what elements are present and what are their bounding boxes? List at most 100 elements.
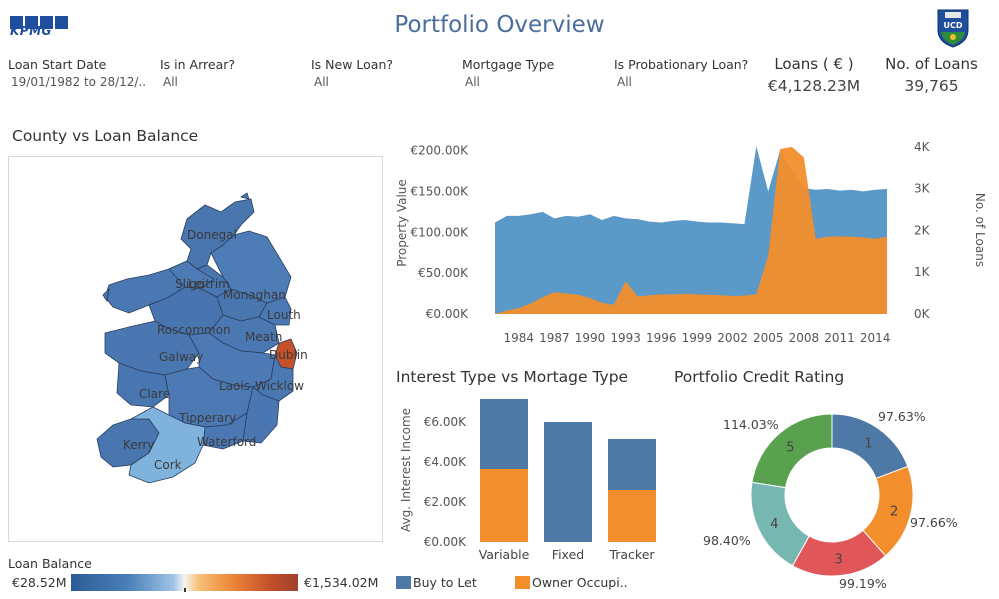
bar-x-axis: Variable Fixed Tracker [479,547,656,562]
filter-loan-start-date[interactable]: Loan Start Date 19/01/1982 to 28/12/.. [8,57,146,89]
filter-label: Loan Start Date [8,57,107,72]
filter-mortgage-type[interactable]: Mortgage Type All [462,57,554,89]
area-y-tick: €0.00K [426,307,469,321]
area-y-tick: €200.00K [411,144,470,158]
bar-variable-buy-to-let [480,399,528,469]
area-x-tick: 2014 [860,331,891,345]
area-y-tick: €50.00K [418,266,469,280]
county-cork [128,406,206,484]
bar-y-tick: €0.00K [424,535,467,549]
area-x-tick: 2005 [753,331,784,345]
county-label-wicklow: Wicklow [255,379,304,393]
bar-tracker-buy-to-let [608,439,656,490]
bar-ylabel: Avg. Interest Income [399,408,413,532]
kpmg-logo: KPMG [10,14,72,38]
bar-x-tick: Tracker [608,547,655,562]
kpi-value: 39,765 [904,77,959,95]
area-y-tick: €150.00K [411,184,470,198]
donut-category-label: 4 [770,517,778,532]
donut-category-label: 3 [835,553,843,568]
county-label-waterford: Waterford [197,435,256,449]
area-x-axis: 1984 1987 1990 1993 1996 1999 2002 2005 2008 2011… [503,331,890,345]
kpi-loans-value: Loans ( € ) €4,128.23M [754,55,874,95]
bar-x-tick: Fixed [552,547,584,562]
donut-value-label: 98.40% [703,533,751,548]
legend-label-owner-occupied: Owner Occupi.. [532,575,628,590]
area-x-tick: 2011 [824,331,855,345]
filter-value[interactable]: All [163,75,178,89]
area-y2-axis: 0K 1K 2K 3K 4K [914,140,931,321]
county-label-tipperary: Tipperary [178,411,236,425]
filter-value[interactable]: All [314,75,329,89]
donut-slice-5 [751,413,833,489]
donut-chart-title: Portfolio Credit Rating [674,368,845,386]
property-value-chart: Property Value No. of Loans €0.00K €50.00… [395,140,987,345]
donut-value-label: 97.66% [910,515,958,530]
county-label-sligo: Sligo [175,277,204,291]
county-label-kerry: Kerry [123,438,154,452]
area-y2-tick: 1K [914,265,931,279]
area-x-tick: 1987 [539,331,570,345]
donut-marks: 1 97.63% 2 97.66% 3 99.19% 4 98.40% 5 114.03% [703,409,958,591]
bar-y-axis: €0.00K €2.00K €4.00K €6.00K [424,415,467,549]
donut-value-label: 114.03% [723,417,779,432]
island [102,287,110,303]
filter-label: Is in Arrear? [160,57,235,72]
bar-fixed-buy-to-let [544,422,592,542]
kpi-label: Loans ( € ) [774,55,854,73]
area-y2label: No. of Loans [973,193,987,267]
county-map[interactable]: Donegal Sligo Leitrim Monaghan Louth Ros… [8,156,383,542]
donut-category-label: 5 [786,440,794,455]
donut-category-label: 1 [864,436,872,451]
area-series-loans [495,146,887,314]
bar-marks [480,399,656,542]
area-x-tick: 1993 [610,331,641,345]
color-scale-bar [71,574,298,592]
filter-is-new-loan[interactable]: Is New Loan? All [311,57,393,89]
filter-value[interactable]: All [465,75,480,89]
area-y2-tick: 4K [914,140,931,154]
bar-chart-title: Interest Type vs Mortage Type [396,368,629,386]
legend-swatch-buy-to-let [396,576,411,589]
county-clare [116,362,170,408]
area-y2-tick: 0K [914,307,931,321]
county-galway [104,320,200,376]
bar-variable-owner-occupied [480,469,528,542]
filter-value[interactable]: All [617,75,632,89]
kpmg-logo-text: KPMG [10,24,52,38]
county-label-dublin: Dublin [269,348,308,362]
bar-x-tick: Variable [479,547,530,562]
county-label-donegal: Donegal [187,228,237,242]
area-x-tick: 2008 [789,331,820,345]
legend-min: €28.52M [12,575,67,590]
legend-max: €1,534.02M [304,575,379,590]
ireland-map-svg[interactable]: Donegal Sligo Leitrim Monaghan Louth Ros… [9,157,384,543]
filter-label: Mortgage Type [462,57,555,72]
island [240,192,250,200]
kpi-value: €4,128.23M [767,77,861,95]
filter-is-probationary-loan[interactable]: Is Probationary Loan? All [614,57,748,89]
legend-label-buy-to-let: Buy to Let [413,575,477,590]
kpi-label: No. of Loans [885,55,978,73]
kpi-number-of-loans: No. of Loans 39,765 [874,55,989,95]
county-label-leitrim: Leitrim [188,277,230,291]
county-label-meath: Meath [245,330,282,344]
county-label-louth: Louth [267,308,301,322]
county-label-roscommon: Roscommon [157,323,231,337]
bar-y-tick: €6.00K [424,415,467,429]
area-y-axis: €0.00K €50.00K €100.00K €150.00K €200.00K [411,144,470,321]
county-label-cork: Cork [154,458,182,472]
county-label-monaghan: Monaghan [223,288,286,302]
legend-swatch-owner-occupied [515,576,530,589]
county-label-laois: Laois [219,379,250,393]
area-x-tick: 1999 [682,331,713,345]
bar-y-tick: €2.00K [424,495,467,509]
filter-value[interactable]: 19/01/1982 to 28/12/.. [11,75,147,89]
ucd-logo: UCD [936,8,970,48]
credit-rating-donut: 1 97.63% 2 97.66% 3 99.19% 4 98.40% 5 114.03% [703,409,958,591]
filter-is-in-arrear[interactable]: Is in Arrear? All [160,57,235,89]
area-y2-tick: 2K [914,223,931,237]
area-y-tick: €100.00K [411,225,470,239]
area-ylabel: Property Value [395,179,409,267]
interest-type-chart: Avg. Interest Income €0.00K€2.00K€4.00K€… [399,399,656,562]
